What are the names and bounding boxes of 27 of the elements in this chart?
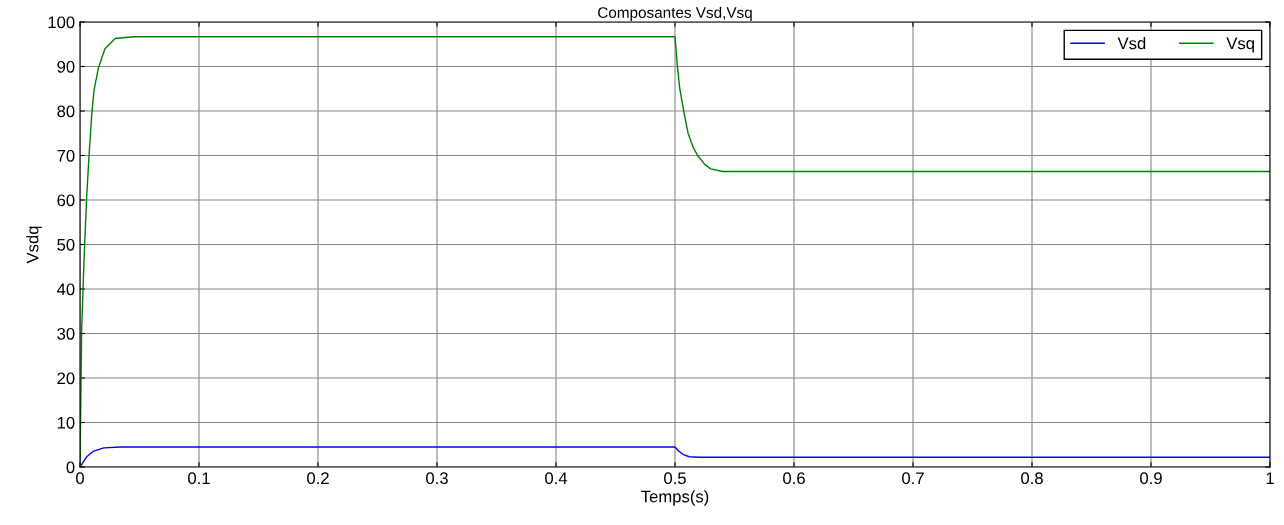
x-tick-label: 0.8	[1021, 472, 1043, 485]
y-tick-label: 30	[57, 327, 75, 340]
x-tick-label: 0.7	[902, 472, 924, 485]
y-tick-label: 90	[57, 60, 75, 73]
x-axis-title: Temps(s)	[641, 490, 709, 506]
x-tick-label: 0	[76, 472, 84, 485]
x-tick-label: 0.4	[545, 472, 568, 485]
x-tick-label: 0.5	[664, 472, 686, 485]
x-tick-label: 0.2	[307, 472, 329, 485]
legend-label: Vsd	[1117, 37, 1146, 50]
y-tick-label: 60	[57, 194, 75, 207]
y-tick-label: 50	[57, 238, 75, 251]
y-tick-label: 20	[57, 372, 75, 385]
y-tick-label: 40	[56, 283, 75, 296]
y-tick-label: 100	[48, 16, 75, 29]
y-axis-title: Vsdq	[26, 226, 42, 264]
x-tick-label: 0.9	[1140, 472, 1162, 485]
x-tick-label: 0.6	[783, 472, 805, 485]
legend-label: Vsq	[1226, 37, 1254, 53]
y-tick-label: 70	[57, 149, 75, 162]
x-tick-label: 0.3	[426, 472, 448, 485]
y-tick-label: 0	[66, 461, 75, 474]
x-tick-label: 1	[1266, 472, 1274, 484]
chart-title: Composantes Vsd,Vsq	[598, 6, 752, 21]
x-tick-label: 0.1	[188, 472, 210, 485]
y-tick-label: 80	[57, 105, 75, 118]
y-tick-label: 10	[57, 416, 75, 429]
